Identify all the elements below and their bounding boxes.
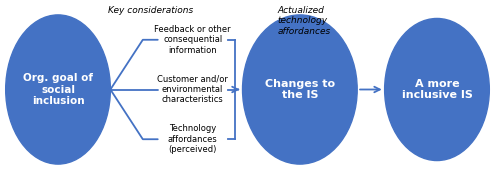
Text: A more
inclusive IS: A more inclusive IS xyxy=(402,79,472,100)
Text: Actualized
technology
affordances: Actualized technology affordances xyxy=(278,6,330,36)
Text: Key considerations: Key considerations xyxy=(108,6,193,15)
Ellipse shape xyxy=(242,15,357,164)
Text: Customer and/or
environmental
characteristics: Customer and/or environmental characteri… xyxy=(157,75,228,104)
Text: Technology
affordances
(perceived): Technology affordances (perceived) xyxy=(168,124,218,154)
Text: Feedback or other
consequential
information: Feedback or other consequential informat… xyxy=(154,25,231,55)
Ellipse shape xyxy=(6,15,110,164)
Text: Org. goal of
social
inclusion: Org. goal of social inclusion xyxy=(23,73,93,106)
Text: Changes to
the IS: Changes to the IS xyxy=(265,79,335,100)
Ellipse shape xyxy=(384,18,490,161)
